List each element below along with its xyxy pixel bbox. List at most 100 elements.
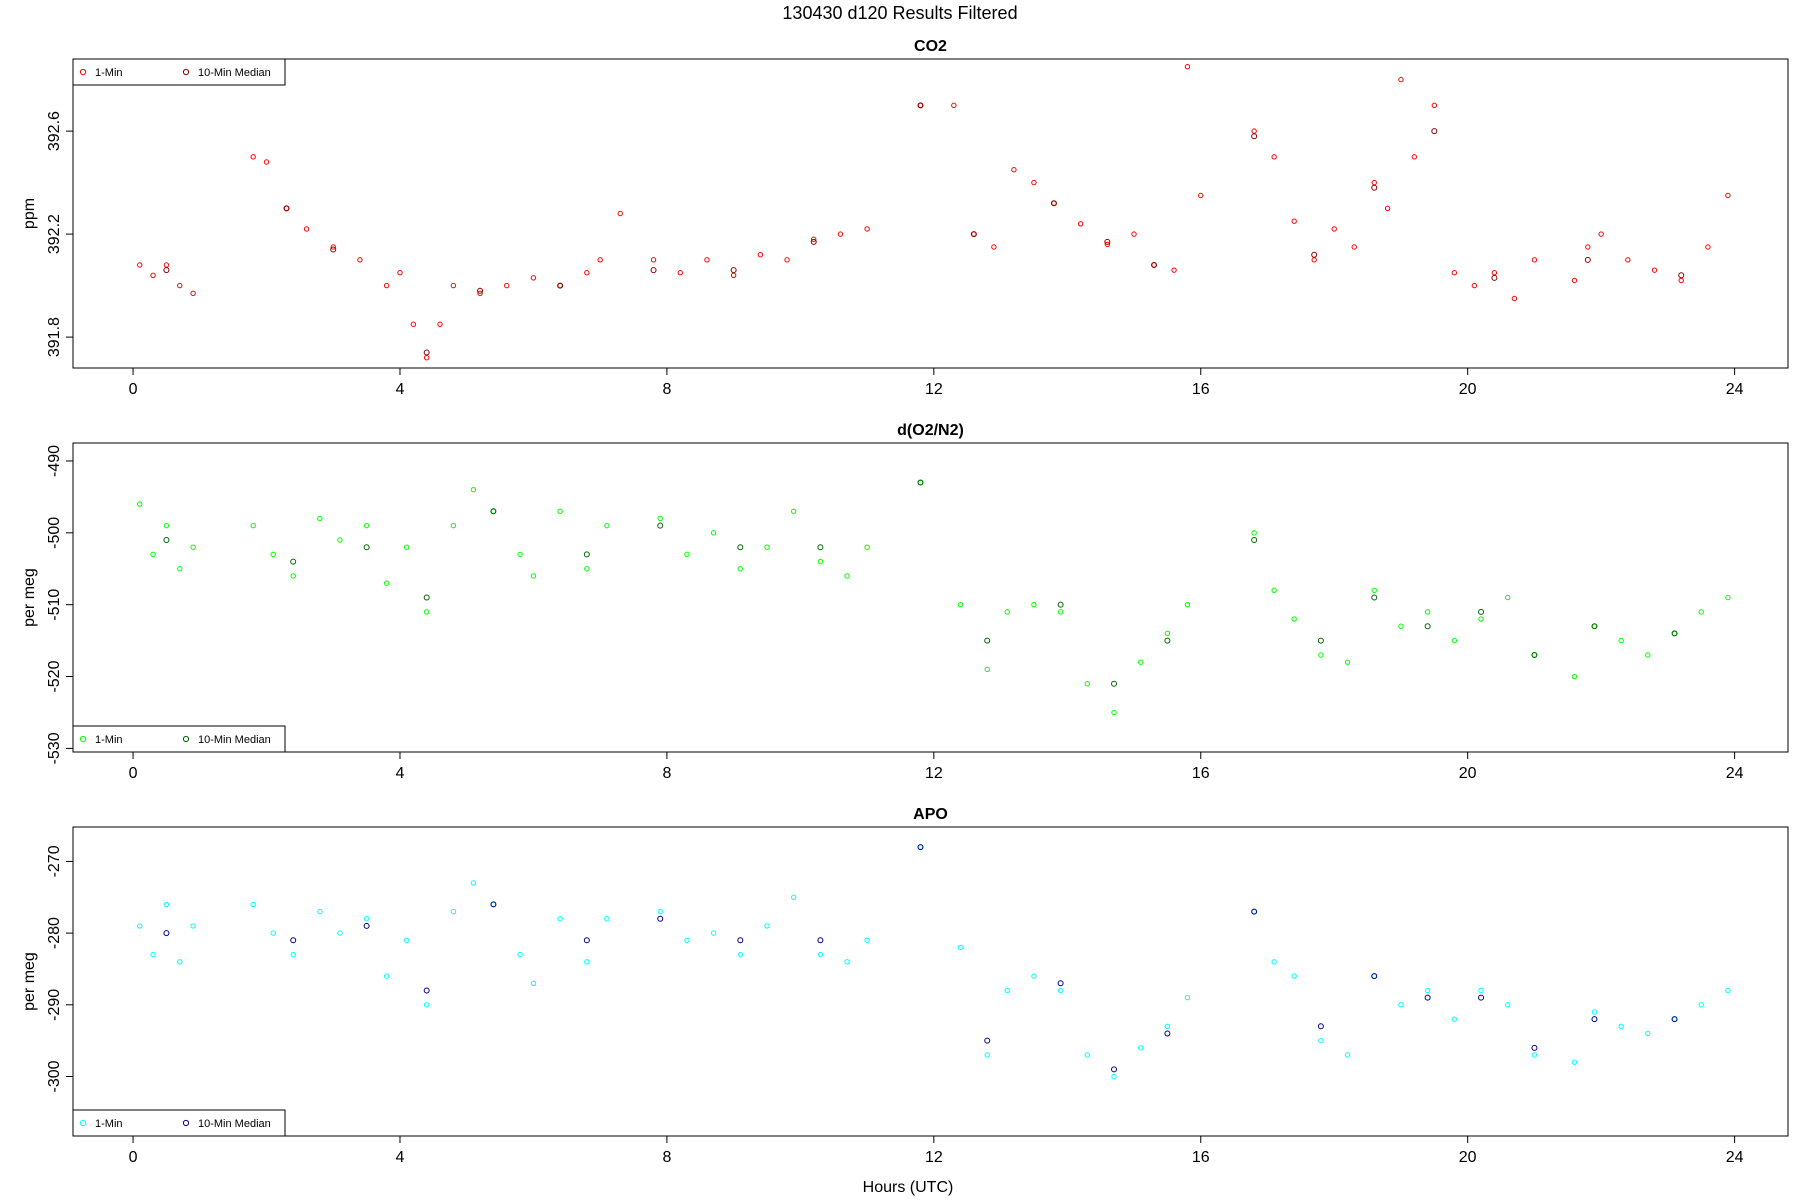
data-point: [757, 252, 764, 258]
data-point: [1651, 267, 1658, 273]
data-point: [1411, 154, 1418, 160]
y-tick-label: -270: [46, 845, 63, 877]
data-point: [190, 290, 196, 297]
data-point: [710, 530, 717, 536]
data-point: [864, 226, 870, 232]
data-point: [1251, 908, 1258, 915]
data-point: [317, 515, 323, 522]
data-point: [677, 270, 683, 276]
legend-box: [72, 725, 286, 753]
data-point: [403, 544, 410, 550]
legend-label: 1-Min: [95, 734, 123, 746]
legend-marker: [182, 1119, 190, 1127]
data-point: [1251, 133, 1258, 140]
x-tick-label: 0: [129, 1149, 138, 1166]
x-tick-label: 24: [1726, 1149, 1744, 1166]
data-point: [363, 544, 370, 551]
data-point: [137, 262, 143, 268]
data-point: [477, 290, 483, 297]
data-point: [1698, 1002, 1704, 1008]
data-point: [1371, 184, 1378, 191]
data-point: [597, 257, 603, 263]
panel-apo: APO 0 4 8 12 16 20 24 -300 -290 -280 -270 per meg 1-M…: [21, 806, 1789, 1166]
data-point: [1271, 959, 1277, 965]
legend-marker: [79, 735, 87, 743]
panel-title: d(O2/N2): [897, 422, 964, 439]
data-point: [737, 937, 744, 944]
data-point: [337, 930, 343, 936]
data-point: [817, 558, 824, 565]
data-point: [163, 267, 170, 274]
data-point: [657, 915, 664, 922]
data-point: [584, 566, 590, 572]
data-point: [817, 544, 824, 551]
data-point: [1678, 272, 1685, 279]
x-tick-label: 20: [1459, 381, 1477, 398]
data-point: [1371, 179, 1377, 186]
series-1-min: [137, 844, 1731, 1080]
figure-title: 130430 d120 Results Filtered: [782, 3, 1017, 23]
data-point: [163, 930, 170, 937]
data-point: [864, 937, 870, 943]
data-point: [137, 501, 143, 507]
data-point: [490, 901, 497, 908]
legend-marker: [79, 1119, 87, 1127]
y-tick-label: 392.2: [46, 214, 63, 254]
data-point: [1471, 282, 1478, 289]
data-point: [470, 487, 477, 493]
data-point: [1585, 244, 1591, 250]
plot-frame: [72, 58, 1789, 369]
data-point: [1111, 680, 1118, 687]
data-point: [517, 551, 523, 558]
data-point: [1671, 1016, 1678, 1023]
data-point: [583, 551, 590, 558]
data-point: [737, 566, 744, 572]
data-point: [657, 522, 664, 529]
data-point: [1645, 1030, 1651, 1037]
panels: CO2 0 4 8 12 16 20 24 391.8 392.2 392.6 ppm 1-Min 10-…: [21, 38, 1789, 1166]
data-point: [1725, 594, 1731, 601]
panel-d-o2-n2: d(O2/N2) 0 4 8 12 16 20 24 -530 -520 -510 -500 -490 p…: [21, 422, 1789, 782]
data-point: [1031, 179, 1037, 186]
legend-box: [72, 58, 286, 86]
data-point: [1384, 205, 1391, 212]
data-point: [1104, 238, 1111, 245]
data-point: [604, 916, 610, 922]
data-point: [423, 349, 430, 356]
data-point: [1198, 192, 1204, 199]
data-point: [1004, 987, 1010, 994]
data-point: [1371, 973, 1378, 980]
data-point: [1451, 637, 1458, 644]
y-tick-label: 391.8: [46, 317, 63, 357]
data-point: [1478, 608, 1485, 615]
data-point: [1344, 659, 1351, 665]
data-point: [1678, 277, 1684, 284]
data-point: [657, 515, 663, 522]
x-tick-label: 24: [1726, 381, 1744, 398]
data-point: [383, 580, 390, 586]
data-point: [984, 1037, 991, 1044]
data-point: [1424, 994, 1431, 1001]
data-point: [530, 980, 537, 986]
legend: 1-Min 10-Min Median: [72, 1109, 286, 1137]
legend-box: [72, 1109, 286, 1137]
y-tick-label: -300: [46, 1060, 63, 1092]
data-point: [190, 923, 196, 929]
legend-label: 10-Min Median: [198, 67, 271, 79]
plot-frame: [72, 442, 1789, 753]
data-point: [1057, 601, 1064, 608]
data-point: [1424, 623, 1431, 630]
data-point: [1184, 601, 1191, 608]
data-point: [330, 246, 337, 253]
data-point: [1291, 973, 1297, 979]
data-point: [764, 923, 770, 929]
data-point: [650, 257, 657, 263]
data-point: [791, 508, 797, 514]
x-tick-label: 16: [1192, 381, 1210, 398]
series-10-min-median: [163, 844, 1678, 1073]
data-point: [1491, 270, 1498, 276]
data-point: [817, 951, 824, 958]
data-point: [163, 262, 170, 268]
data-point: [423, 355, 430, 361]
plot-frame: [72, 826, 1789, 1137]
